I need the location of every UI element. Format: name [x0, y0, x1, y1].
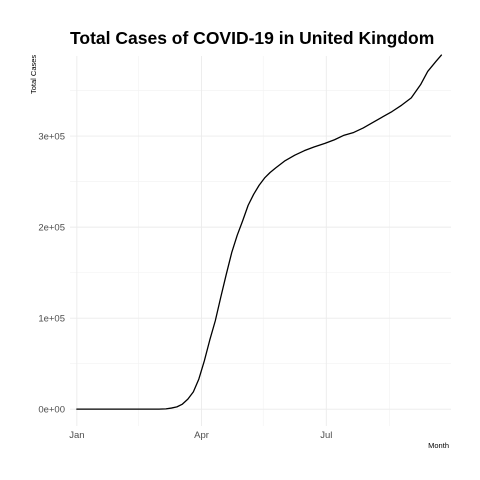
- y-tick-label: 0e+00: [38, 405, 65, 416]
- y-tick-label: 2e+05: [38, 223, 65, 234]
- x-tick-label: Jul: [320, 430, 332, 441]
- x-tick-label: Jan: [69, 430, 84, 441]
- cases-line: [76, 54, 443, 410]
- chart-title: Total Cases of COVID-19 in United Kingdo…: [70, 28, 434, 48]
- y-axis-title: Total Cases: [29, 55, 38, 94]
- y-tick-label: 3e+05: [38, 131, 65, 142]
- grid: [70, 56, 451, 426]
- y-tick-label: 1e+05: [38, 314, 65, 325]
- x-axis-title: Month: [428, 441, 449, 450]
- axis-ticks: 0e+00 1e+05 2e+05 3e+05 Jan Apr Jul: [38, 131, 332, 441]
- x-tick-label: Apr: [194, 430, 209, 441]
